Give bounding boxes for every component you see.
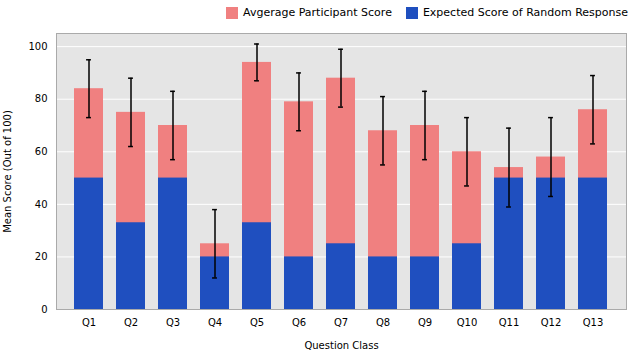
svg-text:Q12: Q12 bbox=[541, 317, 562, 328]
svg-text:Mean Score (Out of 100): Mean Score (Out of 100) bbox=[2, 110, 13, 233]
svg-text:Q9: Q9 bbox=[418, 317, 432, 328]
html-text:Avgerage Participant Score: Avgerage Participant Score bbox=[243, 6, 392, 19]
svg-text:Q5: Q5 bbox=[250, 317, 264, 328]
svg-text:Q8: Q8 bbox=[376, 317, 390, 328]
svg-text:Q6: Q6 bbox=[292, 317, 306, 328]
svg-text:100: 100 bbox=[28, 41, 47, 52]
svg-text:0: 0 bbox=[41, 304, 47, 315]
svg-text:80: 80 bbox=[35, 93, 48, 104]
svg-text:Q2: Q2 bbox=[124, 317, 138, 328]
html-text:Expected Score of Random Respo: Expected Score of Random Response bbox=[422, 6, 628, 19]
svg-text:20: 20 bbox=[35, 251, 48, 262]
svg-text:Q13: Q13 bbox=[583, 317, 604, 328]
svg-text:Q11: Q11 bbox=[499, 317, 520, 328]
svg-text:Q4: Q4 bbox=[208, 317, 222, 328]
svg-text:Q10: Q10 bbox=[457, 317, 478, 328]
svg-text:Q7: Q7 bbox=[334, 317, 348, 328]
svg-text:40: 40 bbox=[35, 199, 48, 210]
svg-text:Q3: Q3 bbox=[166, 317, 180, 328]
svg-text:Question Class: Question Class bbox=[304, 340, 378, 351]
svg-text:60: 60 bbox=[35, 146, 48, 157]
svg-text:Q1: Q1 bbox=[82, 317, 96, 328]
